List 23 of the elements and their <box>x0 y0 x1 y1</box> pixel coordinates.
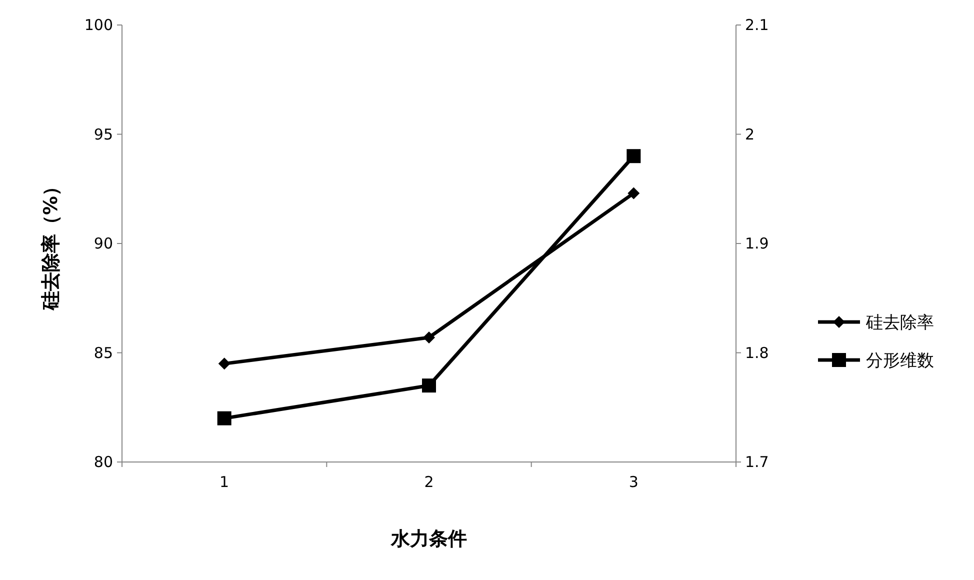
point <box>422 378 436 393</box>
x-tick-label: 1 <box>220 473 230 491</box>
y-axis-title: 硅去除率（%） <box>40 176 62 312</box>
y-tick-label: 80 <box>94 453 113 471</box>
y2-tick-label: 1.7 <box>745 453 769 471</box>
legend-label: 硅去除率 <box>865 313 934 333</box>
y2-tick-label: 1.8 <box>745 344 769 362</box>
point <box>217 411 232 426</box>
y-tick-label: 85 <box>94 344 113 362</box>
y2-tick-label: 2 <box>745 125 755 144</box>
y2-tick-label: 1.9 <box>745 234 769 252</box>
point <box>423 331 435 344</box>
y2-tick-label: 2.1 <box>745 16 769 34</box>
y-tick-label: 95 <box>94 125 113 144</box>
x-axis-title: 水力条件 <box>390 528 467 550</box>
point <box>628 187 640 200</box>
x-tick-label: 3 <box>628 473 638 491</box>
y-tick-label: 90 <box>94 234 113 252</box>
point <box>626 149 641 164</box>
point <box>218 358 230 370</box>
x-tick-label: 2 <box>424 473 434 491</box>
legend-label: 分形维数 <box>866 351 934 371</box>
y-tick-label: 100 <box>84 16 113 34</box>
